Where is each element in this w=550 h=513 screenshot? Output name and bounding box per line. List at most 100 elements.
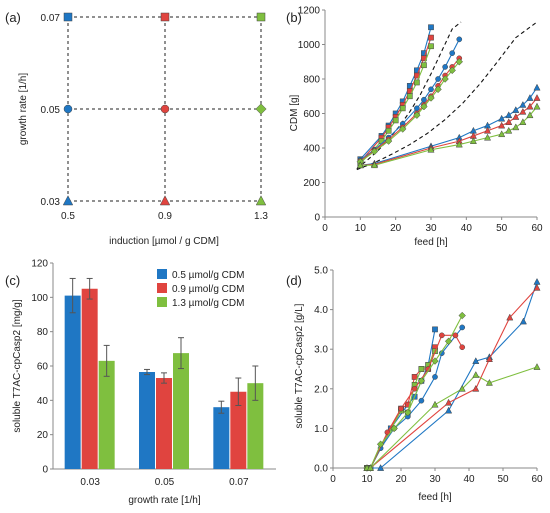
panel-c: (c) 0 20 40 60 80 100 120 0.03 0.05 0.07 growth rat… (5, 259, 276, 506)
data-point (63, 104, 73, 114)
x-axis-label: feed [h] (418, 492, 452, 503)
x-tick-label: 0.07 (229, 477, 249, 488)
reference-curve (356, 21, 538, 171)
series-line (367, 287, 538, 469)
data-point (398, 405, 404, 412)
y-axis-label: CDM [g] (289, 94, 300, 131)
panel-d: (d) 0.0 1.0 2.0 3.0 4.0 5.0 0 10 20 30 40 50 60 feed [… (286, 266, 543, 504)
data-point (432, 326, 438, 333)
data-point (472, 357, 480, 364)
data-point (411, 385, 418, 392)
x-tick-label: 30 (425, 223, 437, 234)
data-point (519, 118, 527, 125)
y-axis-label: growth rate [1/h] (18, 73, 29, 145)
y-tick-label: 4.0 (314, 305, 328, 316)
y-tick-label: 60 (37, 362, 49, 373)
y-tick-label: 40 (37, 396, 49, 407)
y-tick-label: 20 (37, 430, 49, 441)
legend-label: 0.5 µmol/g CDM (172, 270, 244, 281)
x-tick-label: 50 (497, 474, 509, 485)
data-point (455, 58, 464, 66)
data-point (505, 126, 513, 134)
x-tick-label: 50 (496, 223, 508, 234)
x-tick-label: 0.03 (80, 477, 100, 488)
x-tick-label: 60 (531, 223, 543, 234)
panel-label: (c) (5, 273, 20, 288)
data-point (62, 195, 74, 206)
data-point (448, 66, 456, 75)
data-point (370, 147, 379, 156)
legend-label: 0.9 µmol/g CDM (172, 284, 244, 295)
legend-swatch (157, 283, 167, 293)
data-point (356, 161, 364, 169)
bar (98, 360, 115, 469)
data-point (519, 100, 527, 108)
x-tick-label: 0 (330, 474, 336, 485)
data-point (458, 311, 466, 320)
data-point (442, 64, 448, 70)
data-point (459, 324, 466, 331)
data-point (444, 337, 453, 346)
data-point (160, 12, 170, 22)
data-point (366, 464, 374, 471)
data-point (533, 277, 541, 285)
data-point (370, 161, 378, 169)
y-tick-label: 80 (37, 327, 49, 338)
data-point (428, 43, 434, 50)
data-point (376, 440, 385, 448)
x-axis-label: growth rate [1/h] (128, 495, 200, 506)
data-point (526, 111, 534, 119)
data-point (384, 137, 393, 145)
y-tick-label: 1000 (298, 40, 321, 51)
data-point (533, 94, 541, 101)
bar (230, 391, 247, 469)
data-point (256, 12, 266, 22)
data-point (390, 424, 398, 433)
data-point (413, 111, 421, 119)
x-axis-label: feed [h] (414, 237, 448, 248)
y-axis-label: soluble T7AC-cpCasp2 [g/L] (294, 303, 305, 428)
data-point (498, 114, 506, 122)
data-point (456, 36, 463, 43)
x-tick-label: 10 (361, 474, 373, 485)
data-point (255, 103, 267, 115)
y-tick-label: 200 (303, 178, 320, 189)
x-tick-label: 0.9 (158, 211, 172, 222)
y-tick-label: 800 (303, 75, 320, 86)
x-tick-label: 30 (429, 474, 441, 485)
data-point (406, 93, 413, 100)
data-point (160, 104, 170, 114)
data-point (512, 123, 520, 131)
data-point (533, 363, 541, 370)
data-point (505, 118, 513, 125)
data-point (427, 145, 435, 153)
data-point (431, 357, 439, 365)
x-axis-label: induction [µmol / g CDM] (109, 236, 219, 247)
bar (139, 372, 155, 469)
data-point (421, 62, 427, 69)
data-point (519, 317, 527, 325)
data-point (472, 371, 480, 378)
panel-b: (b) 0 200 400 600 800 1000 1200 0 10 20 30 40 50 60 fee… (286, 6, 543, 249)
data-point (414, 79, 420, 86)
data-point (392, 117, 399, 124)
data-point (159, 195, 171, 206)
data-point (498, 121, 506, 129)
data-point (420, 102, 428, 111)
data-point (384, 429, 391, 436)
data-point (63, 12, 73, 22)
data-point (411, 374, 418, 380)
y-tick-label: 400 (303, 144, 320, 155)
x-tick-label: 20 (390, 223, 402, 234)
data-point (469, 137, 477, 144)
y-tick-label: 120 (31, 259, 48, 270)
bar (213, 407, 230, 469)
bar (173, 353, 189, 469)
data-point (438, 332, 445, 339)
data-point (427, 94, 435, 102)
y-axis-label: soluble T7AC-cpCasp2 [mg/g] (12, 299, 23, 432)
series-line (367, 329, 436, 469)
x-tick-label: 20 (395, 474, 407, 485)
series-line (359, 27, 432, 160)
data-point (398, 125, 407, 133)
